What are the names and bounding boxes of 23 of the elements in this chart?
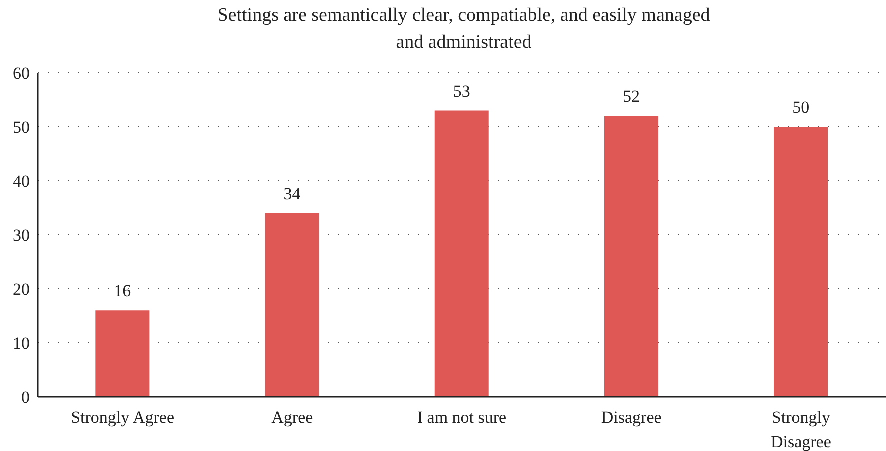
y-tick-label: 40 [13, 172, 30, 192]
y-tick-label: 0 [22, 388, 30, 408]
bar [434, 110, 489, 397]
bar [774, 127, 828, 397]
data-label: 34 [284, 184, 302, 204]
x-tick-label: Strongly Agree [71, 408, 175, 428]
y-tick-label: 50 [13, 118, 30, 138]
data-label: 50 [792, 98, 810, 117]
bar [604, 116, 658, 397]
data-label: 16 [114, 282, 132, 301]
bar [96, 310, 150, 397]
x-tick-label: Agree [272, 408, 314, 428]
bar [265, 213, 320, 397]
y-tick-label: 20 [13, 280, 30, 300]
x-tick-label: I am not sure [417, 408, 507, 428]
x-tick-label: Disagree [601, 408, 662, 428]
y-tick-label: 60 [13, 64, 30, 84]
data-label: 53 [453, 82, 470, 101]
chart-title: Settings are semantically clear, compatiable, and easily managed and administrated [216, 4, 712, 55]
x-tick-label: Strongly Disagree [770, 408, 832, 451]
y-tick-label: 10 [13, 334, 30, 354]
data-label: 52 [622, 87, 640, 106]
y-tick-label: 30 [13, 226, 30, 246]
